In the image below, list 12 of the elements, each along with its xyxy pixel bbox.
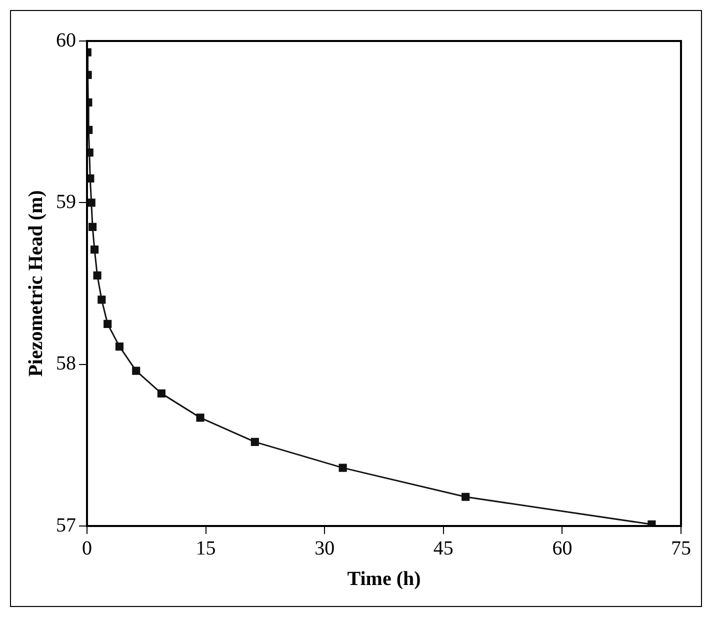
x-tick-label: 0 (82, 537, 92, 560)
x-tick-label: 15 (196, 537, 216, 560)
y-tick-label: 59 (56, 190, 76, 213)
y-tick-label: 57 (56, 514, 76, 536)
x-axis-title: Time (h) (347, 568, 421, 590)
y-tick-label: 58 (56, 352, 76, 375)
x-tick-label: 30 (314, 537, 335, 560)
y-tick-label: 60 (56, 29, 76, 52)
x-tick-label: 45 (433, 537, 454, 560)
y-axis-title: Piezometric Head (m) (25, 190, 48, 377)
x-tick-label: 60 (552, 537, 572, 560)
x-tick-label: 75 (671, 537, 691, 560)
